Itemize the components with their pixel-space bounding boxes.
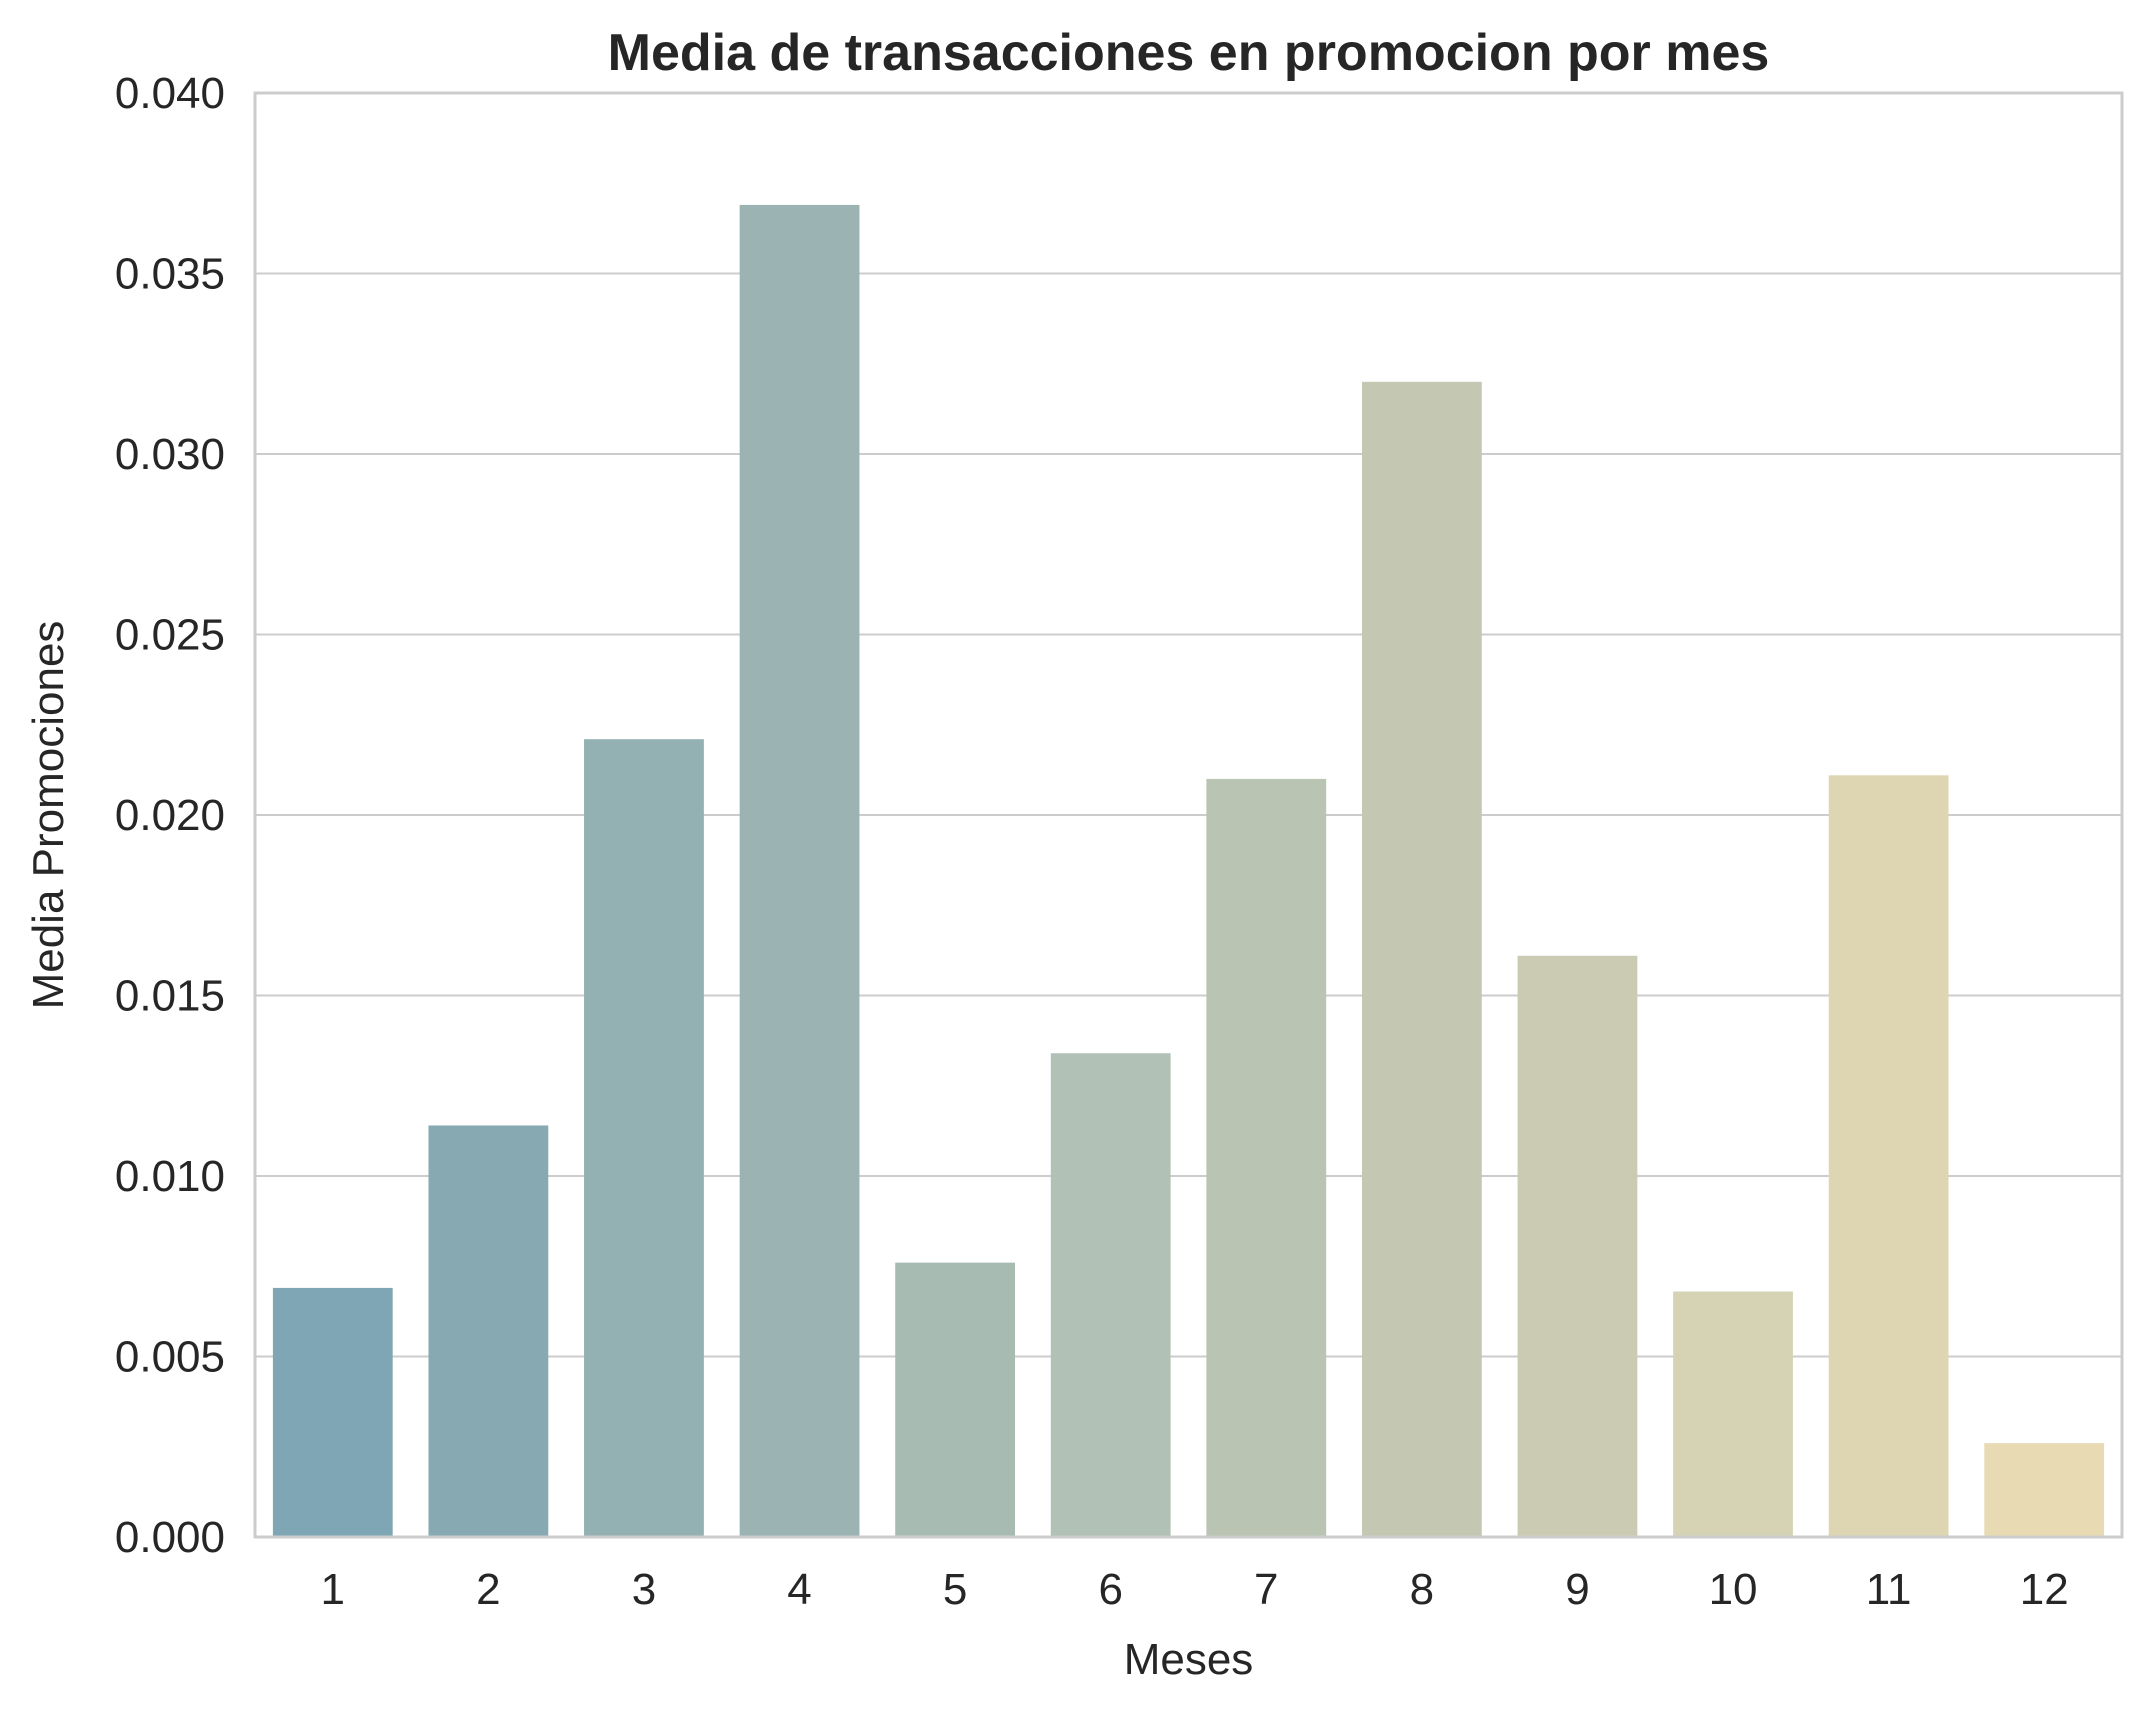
x-tick-label: 9 [1565, 1565, 1589, 1614]
bar-month-10 [1673, 1291, 1793, 1537]
x-tick-label: 2 [476, 1565, 500, 1614]
y-tick-label: 0.000 [115, 1513, 225, 1562]
grid-lines [255, 272, 2122, 1358]
bar-month-7 [1206, 778, 1327, 1537]
bar-month-9 [1517, 955, 1638, 1537]
y-axis-label: Media Promociones [24, 621, 73, 1010]
bar-month-2 [428, 1125, 549, 1537]
x-tick-label: 3 [632, 1565, 656, 1614]
y-tick-label: 0.015 [115, 972, 225, 1021]
x-tick-label: 1 [321, 1565, 345, 1614]
y-tick-labels: 0.000 0.005 0.010 0.015 0.020 0.025 0.030 0.035… [115, 69, 225, 1562]
x-tick-label: 11 [1866, 1565, 1912, 1614]
x-tick-label: 12 [2020, 1565, 2069, 1614]
bars [272, 204, 2105, 1537]
y-tick-label: 0.020 [115, 791, 225, 840]
bar-month-3 [584, 739, 704, 1537]
x-tick-label: 7 [1254, 1565, 1278, 1614]
y-tick-label: 0.040 [115, 69, 225, 118]
y-tick-label: 0.030 [115, 430, 225, 479]
bar-month-12 [1984, 1443, 2105, 1537]
y-tick-label: 0.025 [115, 611, 225, 660]
x-tick-labels: 1 2 3 4 5 6 7 8 9 10 11 12 [321, 1565, 2069, 1614]
y-tick-label: 0.005 [115, 1333, 225, 1382]
x-tick-label: 6 [1098, 1565, 1122, 1614]
chart-title: Media de transacciones en promocion por … [608, 24, 1770, 82]
bar-month-6 [1050, 1053, 1171, 1537]
plot-frame [253, 91, 2124, 1539]
x-tick-label: 5 [943, 1565, 967, 1614]
x-tick-label: 10 [1709, 1565, 1758, 1614]
x-tick-label: 8 [1410, 1565, 1434, 1614]
y-tick-label: 0.010 [115, 1152, 225, 1201]
bar-month-11 [1828, 775, 1949, 1537]
bar-month-5 [895, 1262, 1016, 1537]
bar-month-8 [1361, 381, 1482, 1537]
bar-month-4 [739, 204, 860, 1537]
x-tick-label: 4 [787, 1565, 811, 1614]
x-axis-label: Meses [1124, 1635, 1254, 1684]
bar-month-1 [272, 1287, 393, 1537]
y-tick-label: 0.035 [115, 250, 225, 299]
